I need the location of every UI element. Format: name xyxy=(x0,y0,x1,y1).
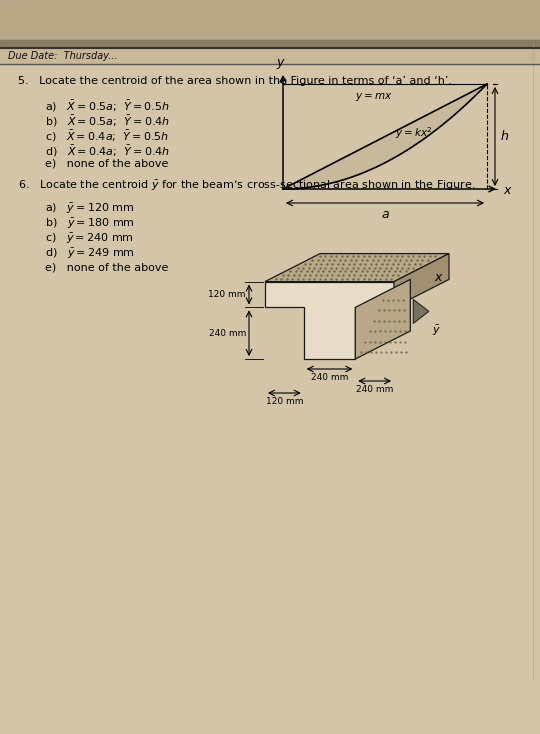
Polygon shape xyxy=(413,299,429,324)
Text: d)   $\bar{X}=0.4a$;  $\bar{Y}=0.4h$: d) $\bar{X}=0.4a$; $\bar{Y}=0.4h$ xyxy=(45,144,170,159)
Bar xyxy=(0,48,540,64)
Text: $x$: $x$ xyxy=(434,271,444,284)
Text: e)   none of the above: e) none of the above xyxy=(45,159,168,169)
Text: b)   $\bar{y}=180$ mm: b) $\bar{y}=180$ mm xyxy=(45,217,135,231)
Text: e)   none of the above: e) none of the above xyxy=(45,262,168,272)
Text: $x$: $x$ xyxy=(503,184,513,197)
Bar xyxy=(0,40,540,48)
Text: 240 mm: 240 mm xyxy=(208,329,246,338)
Text: 120 mm: 120 mm xyxy=(208,290,246,299)
Polygon shape xyxy=(265,282,394,359)
Text: $a$: $a$ xyxy=(381,208,389,221)
Text: a)   $\bar{X}=0.5a$;  $\bar{Y}=0.5h$: a) $\bar{X}=0.5a$; $\bar{Y}=0.5h$ xyxy=(45,99,170,115)
Text: a)   $\bar{y}=120$ mm: a) $\bar{y}=120$ mm xyxy=(45,202,134,217)
Polygon shape xyxy=(283,84,487,189)
Text: $h$: $h$ xyxy=(500,129,509,144)
Text: 120 mm: 120 mm xyxy=(266,397,303,406)
Text: c)   $\bar{X}=0.4a$;  $\bar{Y}=0.5h$: c) $\bar{X}=0.4a$; $\bar{Y}=0.5h$ xyxy=(45,129,169,144)
Text: 240 mm: 240 mm xyxy=(311,373,348,382)
Text: $y$: $y$ xyxy=(276,57,286,71)
Polygon shape xyxy=(355,280,410,359)
Text: Due Date:  Thursday...: Due Date: Thursday... xyxy=(8,51,118,61)
Text: d)   $\bar{y}=249$ mm: d) $\bar{y}=249$ mm xyxy=(45,247,135,261)
Text: c)   $\bar{y}=240$ mm: c) $\bar{y}=240$ mm xyxy=(45,232,134,246)
Polygon shape xyxy=(394,254,449,308)
Text: 5.   Locate the centroid of the area shown in the Figure in terms of ‘a’ and ‘h’: 5. Locate the centroid of the area shown… xyxy=(18,76,452,86)
Text: $y=kx^2$: $y=kx^2$ xyxy=(395,126,433,141)
Text: $y=mx$: $y=mx$ xyxy=(355,91,393,103)
Polygon shape xyxy=(265,254,449,282)
Text: b)   $\bar{X}=0.5a$;  $\bar{Y}=0.4h$: b) $\bar{X}=0.5a$; $\bar{Y}=0.4h$ xyxy=(45,114,170,129)
Bar xyxy=(0,0,540,44)
Text: 6.   Locate the centroid $\bar{y}$ for the beam’s cross-sectional area shown in : 6. Locate the centroid $\bar{y}$ for the… xyxy=(18,179,476,193)
Text: $\bar{y}$: $\bar{y}$ xyxy=(432,324,441,338)
Text: 240 mm: 240 mm xyxy=(356,385,393,394)
